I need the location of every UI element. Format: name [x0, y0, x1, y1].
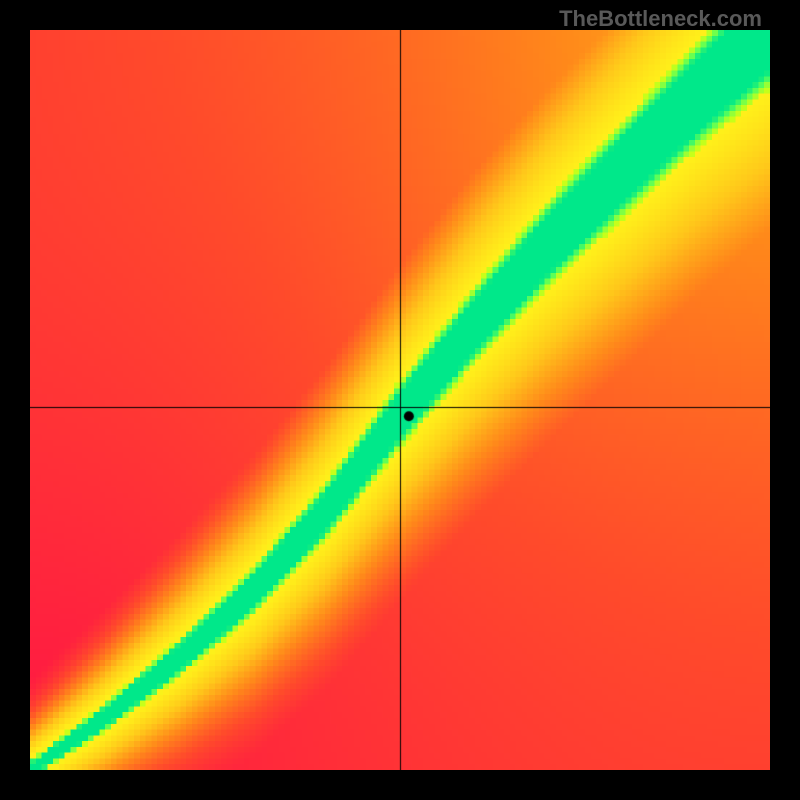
- chart-overlay: [30, 30, 770, 770]
- chart-container: TheBottleneck.com: [0, 0, 800, 800]
- watermark-text: TheBottleneck.com: [559, 6, 762, 32]
